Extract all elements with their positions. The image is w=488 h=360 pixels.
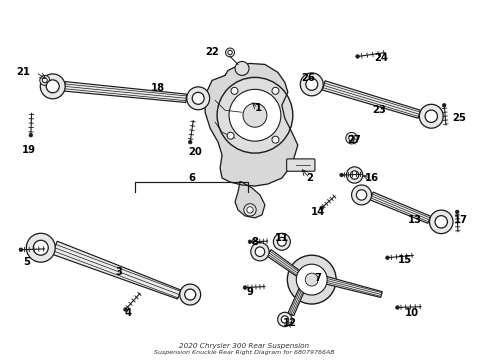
Circle shape	[356, 190, 366, 200]
Circle shape	[230, 87, 238, 94]
Circle shape	[225, 48, 234, 57]
Circle shape	[186, 87, 209, 110]
Circle shape	[419, 104, 442, 128]
Circle shape	[395, 306, 398, 309]
Text: 4: 4	[124, 309, 132, 319]
FancyBboxPatch shape	[286, 159, 314, 171]
Circle shape	[271, 136, 278, 143]
Circle shape	[217, 77, 292, 153]
Circle shape	[248, 240, 251, 244]
Circle shape	[246, 207, 253, 213]
Circle shape	[350, 171, 358, 179]
Circle shape	[235, 62, 248, 75]
Circle shape	[339, 173, 343, 177]
Text: 7: 7	[314, 273, 321, 283]
Circle shape	[243, 103, 266, 127]
Circle shape	[434, 216, 447, 228]
Text: 25: 25	[451, 113, 465, 123]
Circle shape	[40, 74, 65, 99]
Text: 20: 20	[188, 147, 202, 157]
Circle shape	[226, 132, 234, 139]
Text: 1: 1	[254, 103, 261, 113]
Circle shape	[345, 132, 357, 144]
Text: 8: 8	[251, 237, 258, 247]
Text: 17: 17	[453, 215, 467, 225]
Text: 2: 2	[305, 173, 312, 183]
Text: 22: 22	[205, 48, 219, 58]
Text: 6: 6	[188, 173, 195, 183]
Circle shape	[180, 284, 200, 305]
Circle shape	[348, 135, 354, 141]
Text: 16: 16	[364, 173, 378, 183]
Circle shape	[454, 210, 458, 214]
Circle shape	[305, 78, 317, 90]
Text: 13: 13	[407, 215, 421, 225]
Polygon shape	[322, 81, 420, 118]
Polygon shape	[52, 241, 181, 299]
Polygon shape	[266, 249, 301, 277]
Circle shape	[228, 89, 280, 141]
Circle shape	[244, 204, 256, 216]
Circle shape	[227, 50, 232, 55]
Circle shape	[273, 233, 290, 250]
Circle shape	[424, 110, 437, 122]
Text: 12: 12	[282, 319, 296, 328]
Circle shape	[188, 140, 192, 144]
Text: 11: 11	[274, 233, 288, 243]
Polygon shape	[369, 192, 430, 223]
Circle shape	[351, 185, 371, 205]
Circle shape	[300, 73, 323, 96]
Circle shape	[19, 248, 22, 252]
Circle shape	[319, 206, 323, 210]
Text: 18: 18	[151, 84, 165, 93]
Circle shape	[271, 87, 278, 94]
Circle shape	[40, 75, 50, 85]
Text: 24: 24	[374, 54, 387, 63]
Text: 10: 10	[404, 309, 418, 319]
Text: 9: 9	[246, 287, 253, 297]
Circle shape	[277, 312, 291, 327]
Circle shape	[428, 210, 452, 234]
Text: 3: 3	[115, 267, 122, 276]
Polygon shape	[64, 82, 186, 103]
Polygon shape	[235, 182, 264, 218]
Polygon shape	[322, 276, 382, 297]
Text: 26: 26	[300, 73, 314, 84]
Text: 19: 19	[22, 145, 36, 155]
Circle shape	[250, 243, 268, 261]
Circle shape	[296, 264, 326, 295]
Circle shape	[192, 92, 203, 104]
Circle shape	[385, 256, 388, 260]
Circle shape	[281, 316, 288, 323]
Circle shape	[29, 134, 33, 137]
Circle shape	[287, 255, 335, 304]
Circle shape	[26, 233, 55, 262]
Text: 14: 14	[310, 207, 324, 217]
Text: 5: 5	[23, 257, 30, 267]
Circle shape	[277, 237, 285, 246]
Circle shape	[243, 286, 246, 289]
Circle shape	[123, 308, 127, 311]
Text: 15: 15	[397, 255, 410, 265]
Circle shape	[355, 55, 359, 58]
Circle shape	[346, 167, 362, 183]
Text: Suspension Knuckle Rear Right Diagram for 68079766AB: Suspension Knuckle Rear Right Diagram fo…	[154, 350, 334, 355]
Text: 27: 27	[347, 135, 361, 145]
Text: 21: 21	[16, 67, 30, 77]
Text: 2020 Chrysler 300 Rear Suspension: 2020 Chrysler 300 Rear Suspension	[179, 343, 309, 349]
Circle shape	[305, 273, 318, 286]
Circle shape	[184, 289, 195, 300]
Circle shape	[33, 240, 48, 255]
Polygon shape	[205, 63, 297, 186]
Circle shape	[255, 247, 264, 257]
Text: 23: 23	[372, 105, 386, 115]
Polygon shape	[287, 288, 304, 316]
Circle shape	[42, 78, 47, 83]
Circle shape	[442, 103, 445, 107]
Circle shape	[46, 80, 59, 93]
